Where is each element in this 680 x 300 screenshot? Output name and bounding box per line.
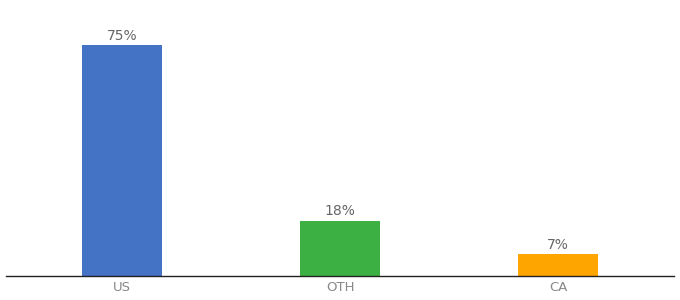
Bar [518, 254, 598, 276]
Bar [300, 220, 380, 276]
Text: 7%: 7% [547, 238, 569, 252]
Text: 75%: 75% [107, 29, 137, 43]
Text: 18%: 18% [324, 204, 356, 218]
Bar [82, 46, 162, 276]
